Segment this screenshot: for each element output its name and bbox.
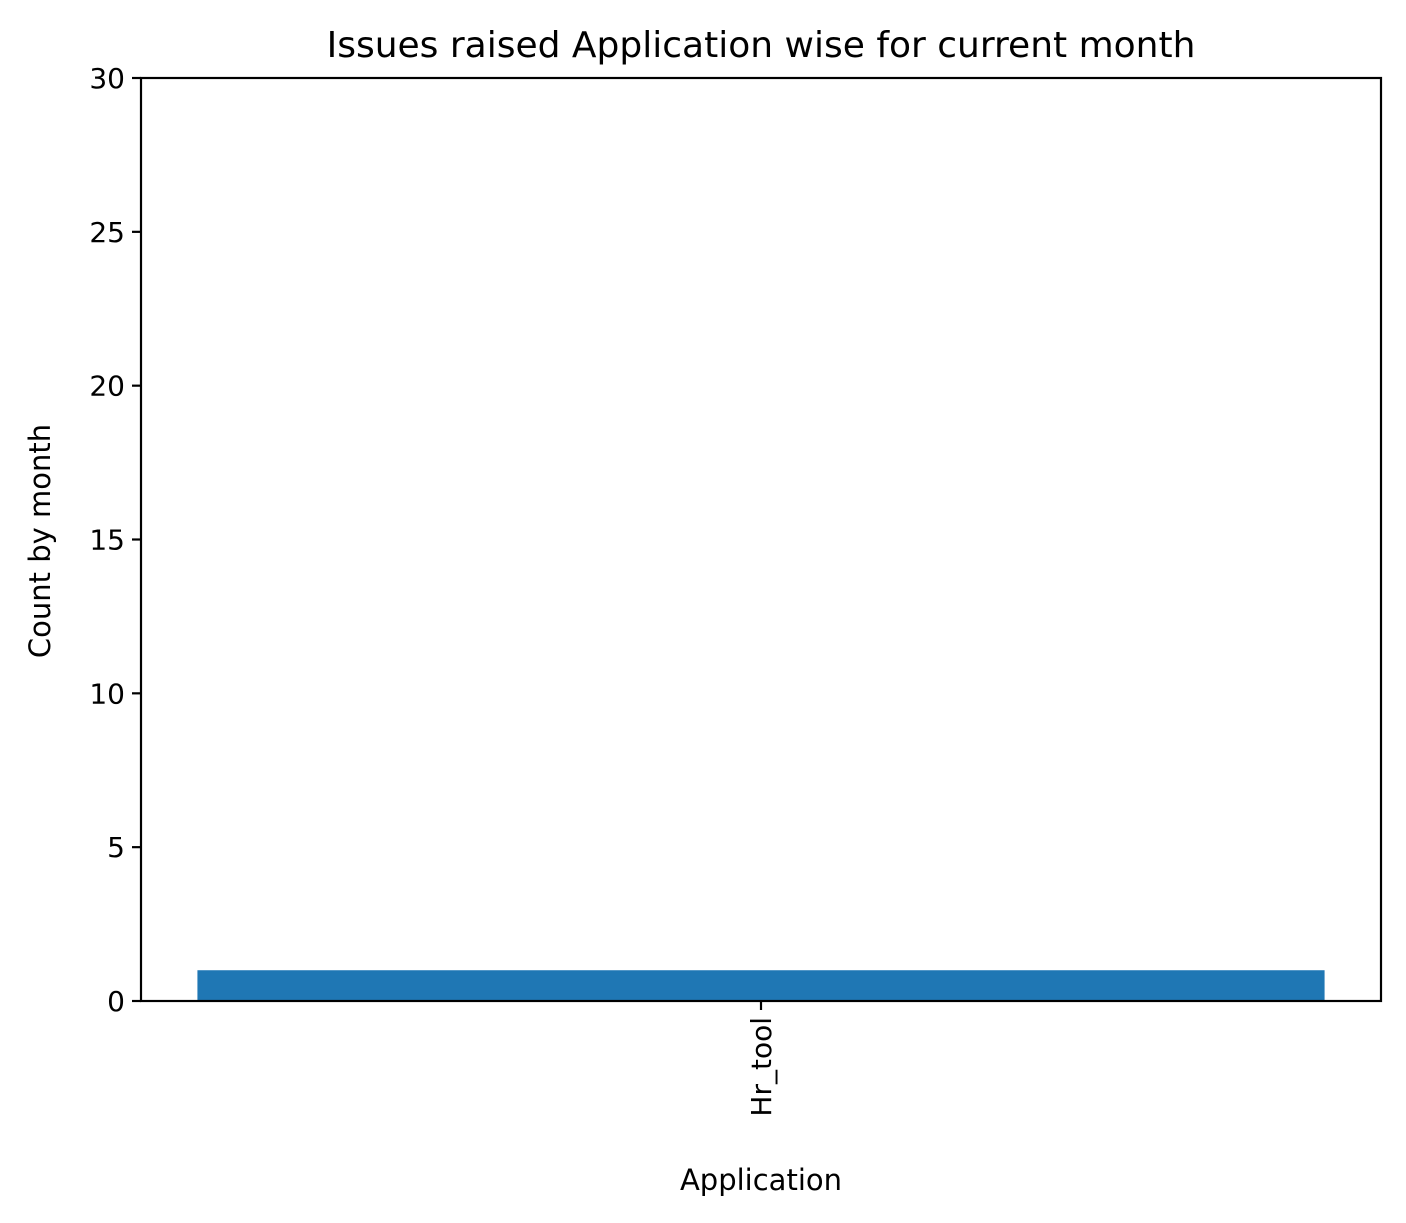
bar-hr-tool [197,970,1325,1001]
plot-area [197,970,1325,1001]
y-tick-label: 5 [107,831,125,864]
y-tick-label: 20 [89,370,125,403]
y-tick-label: 0 [107,985,125,1018]
y-tick-label: 10 [89,677,125,710]
x-axis-label: Application [680,1163,842,1197]
y-tick-label: 15 [89,524,125,557]
chart-title: Issues raised Application wise for curre… [327,25,1196,66]
y-tick-label: 30 [89,62,125,95]
plot-frame [139,76,1383,1003]
x-tick-label: Hr_tool [745,1017,778,1117]
y-axis: 0 5 10 15 20 25 30 [89,62,141,1018]
y-axis-label: Count by month [23,424,57,658]
y-tick-label: 25 [89,216,125,249]
x-axis: Hr_tool [745,1001,778,1117]
